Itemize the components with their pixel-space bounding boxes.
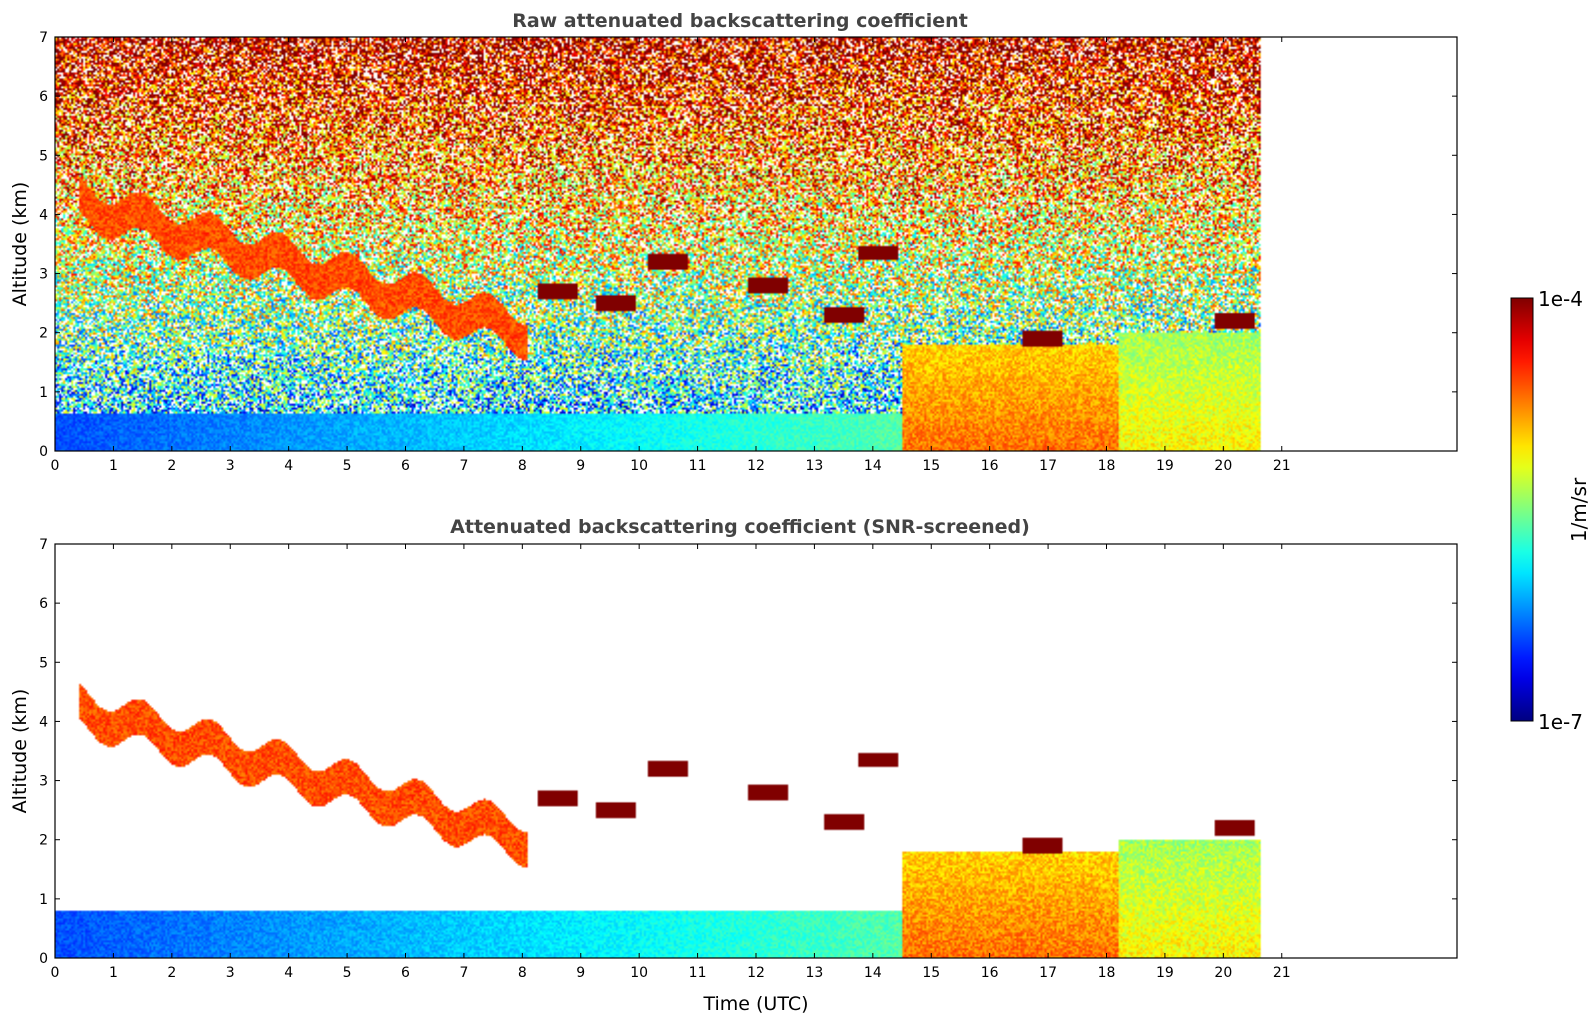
top-x-tick-label: 19	[1156, 458, 1174, 474]
bottom-y-ticks: 0 1 2 3 4 5 6 7	[39, 537, 1457, 967]
top-x-tick-label: 2	[167, 458, 176, 474]
top-x-tick-label: 6	[401, 458, 410, 474]
top-x-tick-label: 10	[630, 458, 648, 474]
bottom-x-tick-label: 20	[1214, 965, 1232, 981]
bottom-x-tick-label: 13	[806, 965, 824, 981]
top-x-tick-label: 16	[981, 458, 999, 474]
bottom-panel-heatmap	[55, 544, 1457, 958]
top-x-tick-label: 11	[689, 458, 707, 474]
top-x-tick-label: 21	[1273, 458, 1291, 474]
bottom-x-tick-label: 5	[343, 965, 352, 981]
bottom-x-axis-label: Time (UTC)	[702, 993, 808, 1015]
top-y-tick-label: 5	[39, 148, 48, 164]
bottom-y-tick-label: 2	[39, 833, 48, 849]
top-y-ticks: 0 1 2 3 4 5 6 7	[39, 30, 1457, 460]
bottom-x-ticks: 0 1 2 3 4 5 6 7 8 9 10 11 12 13 14 15 16 17 18 19 20 21	[51, 544, 1291, 981]
top-y-tick-label: 2	[39, 326, 48, 342]
bottom-x-tick-label: 6	[401, 965, 410, 981]
top-x-tick-label: 9	[576, 458, 585, 474]
top-y-tick-label: 6	[39, 89, 48, 105]
bottom-x-tick-label: 11	[689, 965, 707, 981]
top-x-tick-label: 1	[109, 458, 118, 474]
bottom-x-tick-label: 3	[226, 965, 235, 981]
top-x-tick-label: 14	[864, 458, 882, 474]
bottom-y-tick-label: 7	[39, 537, 48, 553]
colorbar-gradient	[1510, 297, 1534, 722]
top-x-tick-label: 13	[806, 458, 824, 474]
top-x-tick-label: 17	[1039, 458, 1057, 474]
bottom-x-tick-label: 14	[864, 965, 882, 981]
top-x-tick-label: 20	[1214, 458, 1232, 474]
bottom-y-tick-label: 3	[39, 774, 48, 790]
top-x-tick-label: 7	[459, 458, 468, 474]
bottom-y-tick-label: 1	[39, 892, 48, 908]
bottom-x-tick-label: 1	[109, 965, 118, 981]
bottom-x-tick-label: 4	[284, 965, 293, 981]
top-x-tick-label: 4	[284, 458, 293, 474]
top-panel: Raw attenuated backscattering coefficien…	[9, 10, 1458, 474]
top-y-tick-label: 3	[39, 267, 48, 283]
colorbar-unit-label: 1/m/sr	[1567, 477, 1591, 542]
top-panel-heatmap	[55, 37, 1457, 451]
top-x-tick-label: 8	[518, 458, 527, 474]
top-heatmap-image	[55, 37, 1457, 451]
bottom-x-tick-label: 2	[167, 965, 176, 981]
top-x-tick-label: 18	[1098, 458, 1116, 474]
bottom-y-tick-label: 5	[39, 655, 48, 671]
bottom-x-tick-label: 0	[51, 965, 60, 981]
colorbar-min-label: 1e-7	[1538, 710, 1583, 734]
bottom-x-tick-label: 10	[630, 965, 648, 981]
bottom-x-tick-label: 18	[1098, 965, 1116, 981]
top-panel-title: Raw attenuated backscattering coefficien…	[512, 10, 968, 32]
top-x-tick-label: 12	[747, 458, 765, 474]
colorbar: 1e-4 1e-7 1/m/sr	[1510, 287, 1591, 734]
top-y-tick-label: 0	[39, 444, 48, 460]
bottom-heatmap-image	[55, 544, 1457, 958]
top-x-tick-label: 0	[51, 458, 60, 474]
top-y-tick-label: 4	[39, 207, 48, 223]
top-y-axis-label: Altitude (km)	[9, 182, 31, 307]
bottom-y-tick-label: 6	[39, 596, 48, 612]
bottom-x-tick-label: 12	[747, 965, 765, 981]
colorbar-max-label: 1e-4	[1538, 287, 1583, 311]
bottom-x-tick-label: 7	[459, 965, 468, 981]
bottom-panel-title: Attenuated backscattering coefficient (S…	[450, 516, 1030, 538]
bottom-x-tick-label: 9	[576, 965, 585, 981]
bottom-x-tick-label: 15	[922, 965, 940, 981]
bottom-x-tick-label: 16	[981, 965, 999, 981]
top-x-tick-label: 15	[922, 458, 940, 474]
bottom-x-tick-label: 8	[518, 965, 527, 981]
bottom-y-tick-label: 0	[39, 951, 48, 967]
top-y-tick-label: 7	[39, 30, 48, 46]
bottom-x-tick-label: 19	[1156, 965, 1174, 981]
bottom-y-tick-label: 4	[39, 714, 48, 730]
top-x-tick-label: 3	[226, 458, 235, 474]
bottom-x-tick-label: 17	[1039, 965, 1057, 981]
bottom-x-tick-label: 21	[1273, 965, 1291, 981]
top-x-ticks: 0 1 2 3 4 5 6 7 8 9 10 11 12 13 14 15 16 17 18 19 20 21	[51, 37, 1291, 474]
bottom-y-axis-label: Altitude (km)	[9, 689, 31, 814]
top-x-tick-label: 5	[343, 458, 352, 474]
top-y-tick-label: 1	[39, 385, 48, 401]
bottom-panel: Attenuated backscattering coefficient (S…	[9, 516, 1458, 1015]
